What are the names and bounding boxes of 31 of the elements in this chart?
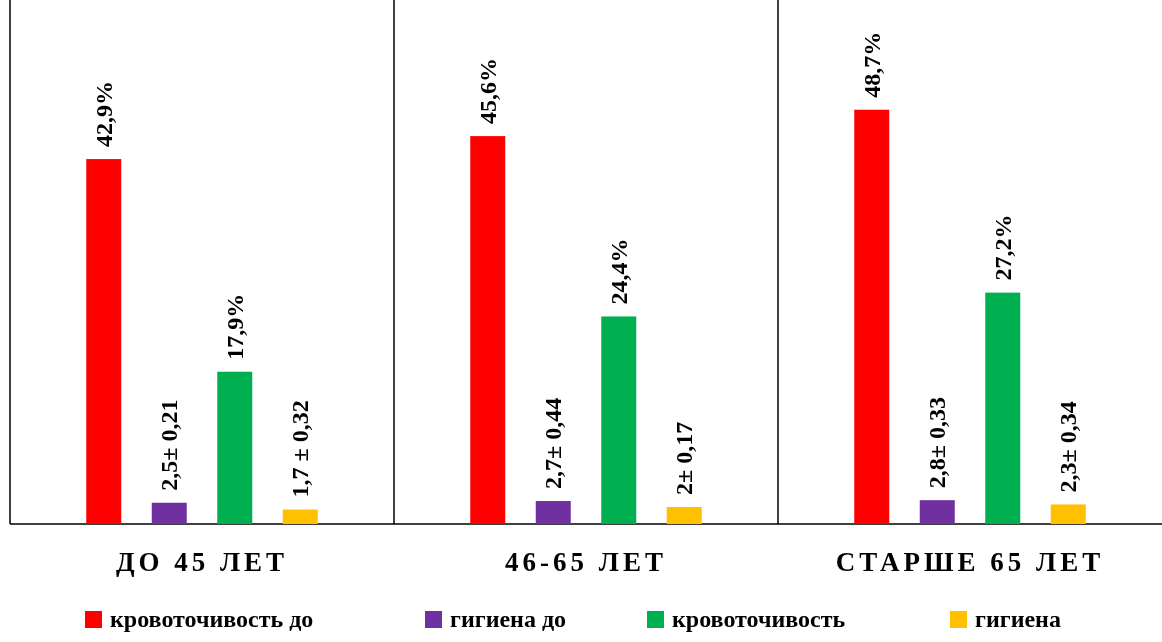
bar <box>217 371 253 524</box>
bar <box>535 501 571 524</box>
data-label: 45,6% <box>474 58 501 125</box>
bar <box>86 159 122 524</box>
bar <box>985 292 1021 524</box>
data-label: 24,4% <box>605 238 632 305</box>
data-label: 2,8± 0,33 <box>924 397 951 489</box>
x-tick-label: 46-65 ЛЕТ <box>505 547 667 577</box>
bar <box>470 136 506 524</box>
bar <box>282 509 318 524</box>
bar <box>666 506 702 524</box>
bar <box>151 502 187 524</box>
legend-label: гигиена <box>975 606 1061 632</box>
data-label: 2,7± 0,44 <box>540 397 567 490</box>
legend-label: кровоточивость до <box>110 606 314 632</box>
x-tick-label: СТАРШЕ 65 ЛЕТ <box>835 547 1105 577</box>
x-tick-label: ДО 45 ЛЕТ <box>115 547 289 577</box>
bar <box>854 109 890 524</box>
bar <box>601 316 637 524</box>
data-label: 27,2% <box>989 214 1016 281</box>
bar <box>1050 504 1086 524</box>
data-label: 42,9% <box>90 81 117 148</box>
data-label: 2,5± 0,21 <box>156 399 183 491</box>
data-label: 2± 0,17 <box>671 421 698 495</box>
legend-label: кровоточивость <box>672 606 846 632</box>
data-label: 1,7 ± 0,32 <box>287 400 314 498</box>
data-label: 48,7% <box>858 31 885 98</box>
legend-label: гигиена до <box>450 606 567 632</box>
data-label: 2,3± 0,34 <box>1055 401 1082 493</box>
bar <box>919 500 955 524</box>
data-label: 17,9% <box>221 293 248 360</box>
